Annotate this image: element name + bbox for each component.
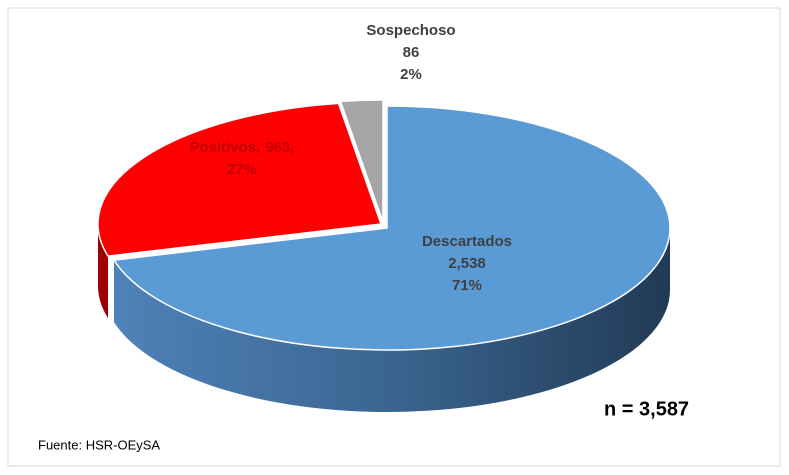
label-part: , [256,139,260,156]
label-part: 27% [227,161,257,178]
total-note: n = 3,587 [604,398,689,420]
data-label: Sospechoso [366,22,455,39]
label-part: 71% [452,277,482,294]
pie [97,99,671,413]
label-part: Positivos [189,139,256,156]
data-label: Descartados [422,233,512,250]
label-part: Sospechoso [366,22,455,39]
label-part: 963 [265,139,290,156]
label-part: Descartados [422,233,512,250]
data-label: 2% [400,66,422,83]
label-part: 2,538 [448,255,486,272]
data-label: Positivos, 963, [189,139,294,156]
data-label: 71% [452,277,482,294]
slice-side [114,228,670,413]
slice [339,99,384,223]
data-label: 86 [403,44,420,61]
slice [112,105,671,351]
slice-side [98,224,109,319]
slice [97,102,383,257]
source-note: Fuente: HSR-OEySA [38,437,160,452]
label-part: 86 [403,44,420,61]
label-part: 2% [400,66,422,83]
data-label: 2,538 [448,255,486,272]
data-label: 27% [227,161,257,178]
label-part: , [290,139,294,156]
